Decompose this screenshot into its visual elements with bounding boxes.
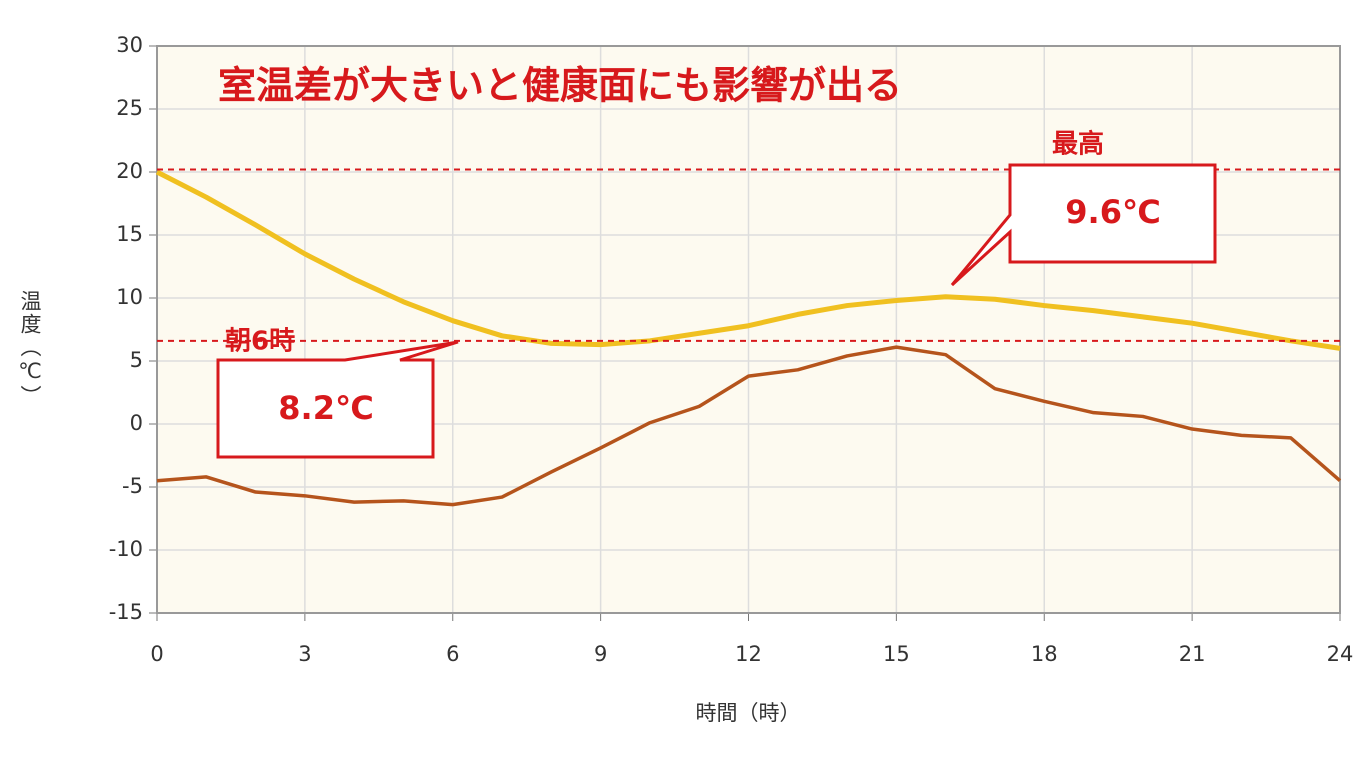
annotation-text: 9.6℃ xyxy=(1065,193,1160,231)
x-tick-label: 15 xyxy=(883,642,910,666)
x-tick-label: 18 xyxy=(1031,642,1058,666)
y-tick-label: 0 xyxy=(130,411,143,435)
series-line xyxy=(155,169,1341,351)
y-tick-label: 10 xyxy=(116,285,143,309)
x-tick-label: 0 xyxy=(150,642,163,666)
chart-title: 室温差が大きいと健康面にも影響が出る xyxy=(218,64,902,108)
x-axis-label: 時間（時） xyxy=(696,701,801,725)
y-tick-label: 15 xyxy=(116,222,143,246)
x-tick-label: 21 xyxy=(1179,642,1206,666)
y-axis-label: 温度（℃） xyxy=(18,290,42,408)
series-line xyxy=(156,345,1342,507)
y-tick-label: -10 xyxy=(109,537,143,561)
y-tick-label: -5 xyxy=(122,474,143,498)
callout-box xyxy=(216,340,459,459)
y-tick-label: 5 xyxy=(130,348,143,372)
callout-box xyxy=(950,163,1217,287)
x-tick-label: 6 xyxy=(446,642,459,666)
y-tick-label: 25 xyxy=(116,96,143,120)
y-tick-label: -15 xyxy=(109,600,143,624)
y-tick-label: 30 xyxy=(116,33,143,57)
x-tick-label: 3 xyxy=(298,642,311,666)
x-tick-label: 9 xyxy=(594,642,607,666)
annotation-label: 最高 xyxy=(1052,129,1104,160)
annotation-text: 8.2℃ xyxy=(278,389,373,427)
x-tick-label: 12 xyxy=(735,642,762,666)
x-tick-label: 24 xyxy=(1327,642,1354,666)
y-tick-label: 20 xyxy=(116,159,143,183)
plot-border xyxy=(156,45,1341,614)
annotation-label: 朝6時 xyxy=(225,326,295,357)
